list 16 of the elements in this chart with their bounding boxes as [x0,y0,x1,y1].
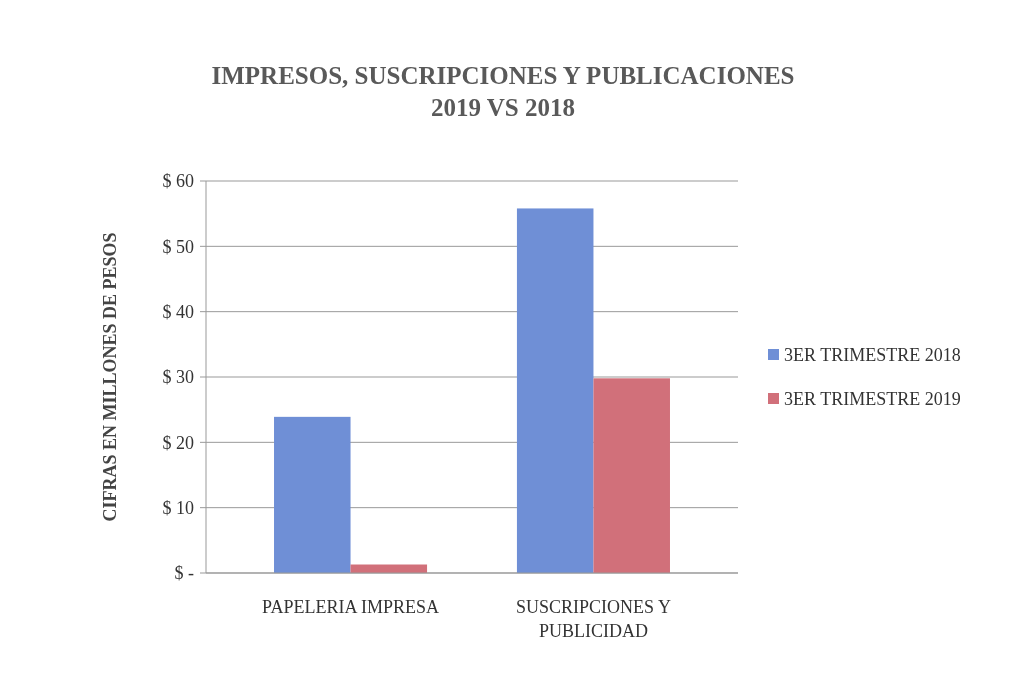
bar [274,416,351,573]
y-tick-label: $ - [174,563,194,584]
y-tick-label: $ 50 [162,236,194,257]
bar [516,208,594,573]
legend-label: 3ER TRIMESTRE 2019 [784,389,961,410]
y-axis-title: CIFRAS EN MILLONES DE PESOS [100,232,120,522]
x-tick-label: PAPELERIA IMPRESA [262,597,439,617]
chart-title: IMPRESOS, SUSCRIPCIONES Y PUBLICACIONES 2019 VS 2018 [211,62,795,121]
y-tick-label: $ 10 [162,497,194,518]
y-tick-label: $ 40 [162,301,194,322]
y-tick-label: $ 30 [162,367,194,388]
legend-label: 3ER TRIMESTRE 2018 [784,345,961,366]
x-tick-label: SUSCRIPCIONES Y PUBLICIDAD [516,597,671,641]
y-tick-label: $ 20 [162,432,194,453]
bar [593,378,670,573]
y-tick-label: $ 60 [162,171,194,192]
